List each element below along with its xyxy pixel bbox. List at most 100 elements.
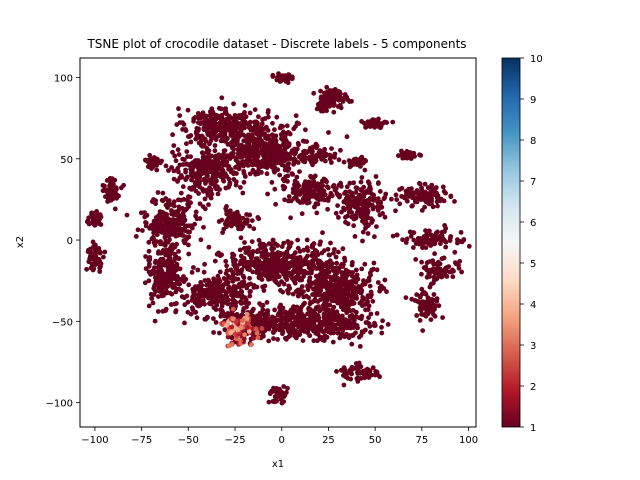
scatter-point — [292, 146, 297, 152]
scatter-point — [270, 138, 275, 144]
scatter-point — [435, 203, 440, 209]
scatter-point — [242, 332, 248, 338]
scatter-point — [248, 152, 254, 158]
scatter-point — [336, 215, 341, 220]
scatter-point — [323, 151, 329, 157]
scatter-point — [166, 168, 171, 173]
scatter-point — [184, 141, 189, 147]
scatter-point — [288, 151, 293, 157]
scatter-point — [235, 327, 241, 333]
scatter-point — [243, 133, 249, 139]
scatter-point — [329, 261, 335, 267]
scatter-point — [229, 127, 234, 133]
scatter-point — [423, 245, 429, 251]
scatter-point — [419, 271, 424, 277]
scatter-point — [319, 184, 324, 190]
scatter-point — [240, 150, 246, 156]
scatter-point — [270, 72, 276, 78]
scatter-point — [288, 215, 293, 221]
scatter-point — [325, 206, 330, 212]
scatter-point — [244, 316, 250, 321]
scatter-point — [441, 255, 447, 261]
scatter-point — [201, 269, 207, 275]
scatter-point — [183, 169, 189, 175]
scatter-point — [225, 280, 231, 285]
scatter-point — [278, 123, 284, 129]
scatter-point — [285, 173, 291, 179]
scatter-point — [335, 104, 341, 109]
scatter-point — [176, 152, 182, 157]
scatter-point — [300, 158, 306, 164]
scatter-point — [448, 193, 454, 199]
scatter-point — [323, 177, 328, 183]
scatter-point — [195, 284, 201, 289]
scatter-point — [231, 170, 237, 176]
scatter-point — [202, 288, 208, 293]
scatter-point — [179, 226, 185, 232]
scatter-point — [206, 202, 211, 208]
scatter-point — [194, 133, 200, 139]
scatter-point — [347, 160, 353, 165]
scatter-point — [291, 309, 296, 315]
scatter-point — [163, 163, 169, 169]
scatter-point — [431, 292, 437, 297]
scatter-point — [305, 311, 310, 317]
scatter-point — [279, 265, 284, 271]
scatter-point — [373, 369, 379, 374]
scatter-point — [335, 203, 340, 209]
scatter-point — [143, 266, 149, 271]
scatter-point — [152, 318, 158, 324]
scatter-point — [199, 168, 205, 174]
scatter-point — [173, 253, 179, 259]
scatter-point — [291, 161, 296, 167]
scatter-point — [275, 74, 280, 80]
scatter-point — [313, 153, 318, 159]
scatter-point — [332, 154, 337, 160]
scatter-point — [193, 209, 199, 215]
scatter-point — [206, 295, 212, 301]
scatter-point — [399, 185, 405, 191]
scatter-point — [419, 259, 424, 265]
scatter-point — [441, 189, 447, 194]
scatter-point — [156, 280, 161, 286]
colorbar-tick-label: 5 — [530, 259, 536, 270]
scatter-point — [146, 239, 152, 245]
scatter-point — [341, 207, 347, 213]
scatter-point — [212, 148, 218, 154]
scatter-point — [292, 280, 298, 286]
scatter-point — [259, 326, 265, 331]
scatter-point — [440, 184, 446, 190]
scatter-point — [313, 158, 319, 164]
scatter-point — [365, 299, 370, 304]
scatter-point — [238, 235, 244, 241]
scatter-point — [404, 198, 410, 204]
scatter-point — [280, 176, 286, 182]
scatter-point — [277, 311, 283, 317]
scatter-point — [265, 191, 270, 197]
scatter-point — [417, 181, 422, 186]
scatter-point — [233, 179, 239, 185]
scatter-point — [192, 159, 198, 165]
scatter-point — [160, 190, 166, 196]
scatter-point — [91, 213, 97, 218]
scatter-point — [191, 163, 197, 169]
scatter-point — [356, 315, 362, 321]
scatter-point — [178, 190, 184, 196]
scatter-point — [201, 224, 206, 230]
scatter-point — [286, 198, 291, 204]
scatter-point — [283, 323, 288, 329]
scatter-point — [316, 258, 322, 264]
scatter-point — [197, 184, 203, 190]
scatter-point — [374, 267, 380, 273]
scatter-point — [180, 126, 186, 132]
scatter-point — [108, 186, 114, 192]
scatter-point — [294, 316, 300, 321]
scatter-point — [209, 299, 215, 304]
scatter-point — [342, 258, 348, 264]
scatter-point — [263, 316, 269, 322]
scatter-point — [377, 374, 382, 380]
scatter-point — [255, 248, 261, 254]
scatter-point — [171, 199, 177, 205]
scatter-point — [312, 311, 317, 317]
scatter-point — [291, 126, 297, 132]
